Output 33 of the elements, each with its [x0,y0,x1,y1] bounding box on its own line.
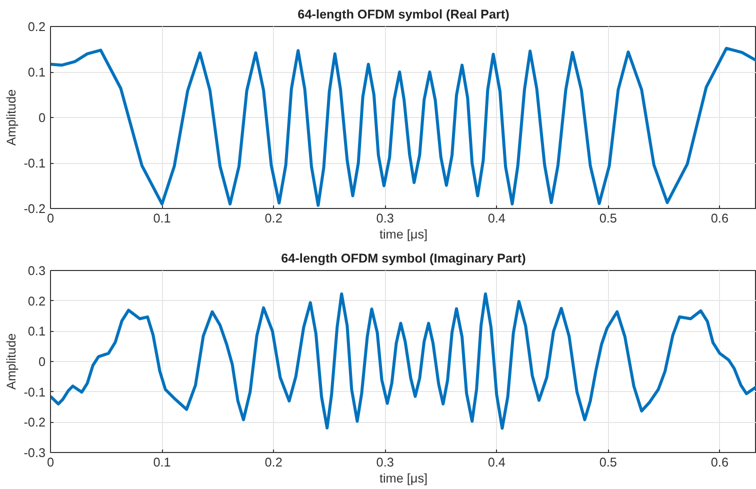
chart-title: 64-length OFDM symbol (Real Part) [298,8,510,22]
y-tick-label: 0.2 [28,294,46,308]
y-axis-title: Amplitude [4,333,19,390]
y-tick-label: -0.3 [24,446,46,460]
x-tick-label: 0.4 [488,212,506,226]
x-tick-label: 0 [46,456,54,470]
y-tick-label: 0 [38,355,46,369]
y-tick-label: 0 [38,111,46,125]
x-tick-label: 0.6 [710,212,729,226]
x-axis-title: time [μs] [379,472,428,486]
x-tick-label: 0.5 [599,456,617,470]
x-tick-label: 0.6 [710,456,729,470]
x-tick-label: 0 [46,212,54,226]
x-tick-label: 0.1 [153,212,171,226]
x-tick-label: 0.1 [153,456,171,470]
y-tick-label: -0.2 [24,202,46,216]
y-axis-title: Amplitude [4,89,19,146]
x-tick-label: 0.3 [376,456,394,470]
y-tick-label: 0.2 [28,20,46,34]
x-axis-title: time [μs] [379,228,428,242]
y-tick-label: -0.1 [24,156,46,170]
x-tick-label: 0.5 [599,212,617,226]
x-tick-label: 0.2 [264,212,282,226]
line-series [50,292,756,430]
y-tick-label: 0.1 [28,66,46,80]
y-tick-label: -0.1 [24,385,46,400]
x-tick-label: 0.4 [488,456,506,470]
x-tick-label: 0.2 [264,456,282,470]
chart-title: 64-length OFDM symbol (Imaginary Part) [281,252,526,266]
y-tick-label: -0.2 [24,416,46,430]
x-tick-label: 0.3 [376,212,394,226]
y-tick-label: 0.3 [28,264,46,278]
y-tick-label: 0.1 [28,324,46,339]
